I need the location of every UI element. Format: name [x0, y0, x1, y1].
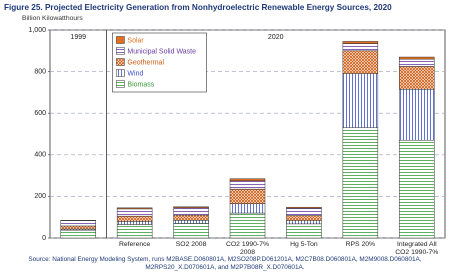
- bar-segment: [229, 178, 266, 182]
- bar-segment: [399, 139, 435, 239]
- bar-segment: [116, 208, 153, 217]
- bar-segment: [173, 220, 209, 224]
- bar-segment: [342, 73, 379, 129]
- x-tick-label: SO2 2008: [175, 241, 207, 248]
- bar-segment: [286, 223, 322, 239]
- bar-segment: [342, 127, 379, 239]
- bar-segment: [229, 180, 266, 190]
- bar-segment: [286, 215, 322, 221]
- legend-swatch: [116, 47, 125, 55]
- legend-label: Municipal Solid Waste: [127, 48, 196, 55]
- y-tick-label: 200: [34, 193, 46, 200]
- annotation: 1999: [70, 34, 86, 41]
- bar-segment: [173, 206, 209, 209]
- legend-box: [112, 32, 207, 93]
- bar-segment: [286, 208, 322, 216]
- y-tick-label: 800: [34, 68, 46, 75]
- bar-segment: [399, 58, 435, 67]
- chart-title: Figure 25. Projected Electricity Generat…: [4, 3, 392, 12]
- source-note: Source: National Energy Modeling System,…: [28, 256, 422, 271]
- bar-segment: [229, 203, 266, 214]
- bar-segment: [60, 220, 96, 227]
- bar-segment: [229, 188, 266, 204]
- bar-segment: [60, 229, 96, 239]
- x-tick-label: Reference: [118, 241, 151, 248]
- bar-segment: [342, 50, 379, 74]
- axis-unit: Billion Kilowatthours: [22, 15, 83, 22]
- bar-segment: [229, 212, 266, 239]
- legend-swatch: [116, 58, 125, 66]
- bar-segment: [399, 89, 435, 141]
- legend-swatch: [116, 80, 125, 88]
- bar-segment: [286, 220, 322, 225]
- bar-segment: [399, 66, 435, 90]
- bar-segment: [60, 225, 96, 230]
- x-tick-label: Hg 5-Ton: [290, 241, 318, 248]
- bar-segment: [342, 41, 379, 44]
- y-tick-label: 600: [34, 110, 46, 117]
- bar-segment: [173, 223, 209, 239]
- bar-segment: [173, 207, 209, 216]
- y-tick-label: 0: [42, 235, 46, 242]
- bar-segment: [342, 43, 379, 52]
- bar-segment: [116, 207, 153, 210]
- x-tick-label: RPS 20%: [345, 241, 376, 248]
- legend-label: Geothermal: [127, 59, 164, 66]
- bar-segment: [116, 224, 153, 239]
- y-tick-label: 400: [34, 152, 46, 159]
- y-tick-label: 1,000: [28, 27, 46, 34]
- bar-segment: [116, 221, 153, 225]
- bar-segment: [173, 214, 209, 221]
- legend-swatch: [116, 36, 125, 44]
- legend-label: Wind: [127, 70, 143, 77]
- x-tick-label: CO2 1990-7% 2008: [225, 241, 270, 256]
- bar-segment: [286, 206, 322, 209]
- x-tick-label: Integrated All CO2 1990-7%: [395, 241, 439, 256]
- legend-label: Biomass: [127, 81, 154, 88]
- legend-swatch: [116, 69, 125, 77]
- legend-label: Solar: [127, 37, 144, 44]
- annotation: 2020: [268, 34, 284, 41]
- bar-segment: [116, 215, 153, 222]
- bar-segment: [399, 56, 435, 60]
